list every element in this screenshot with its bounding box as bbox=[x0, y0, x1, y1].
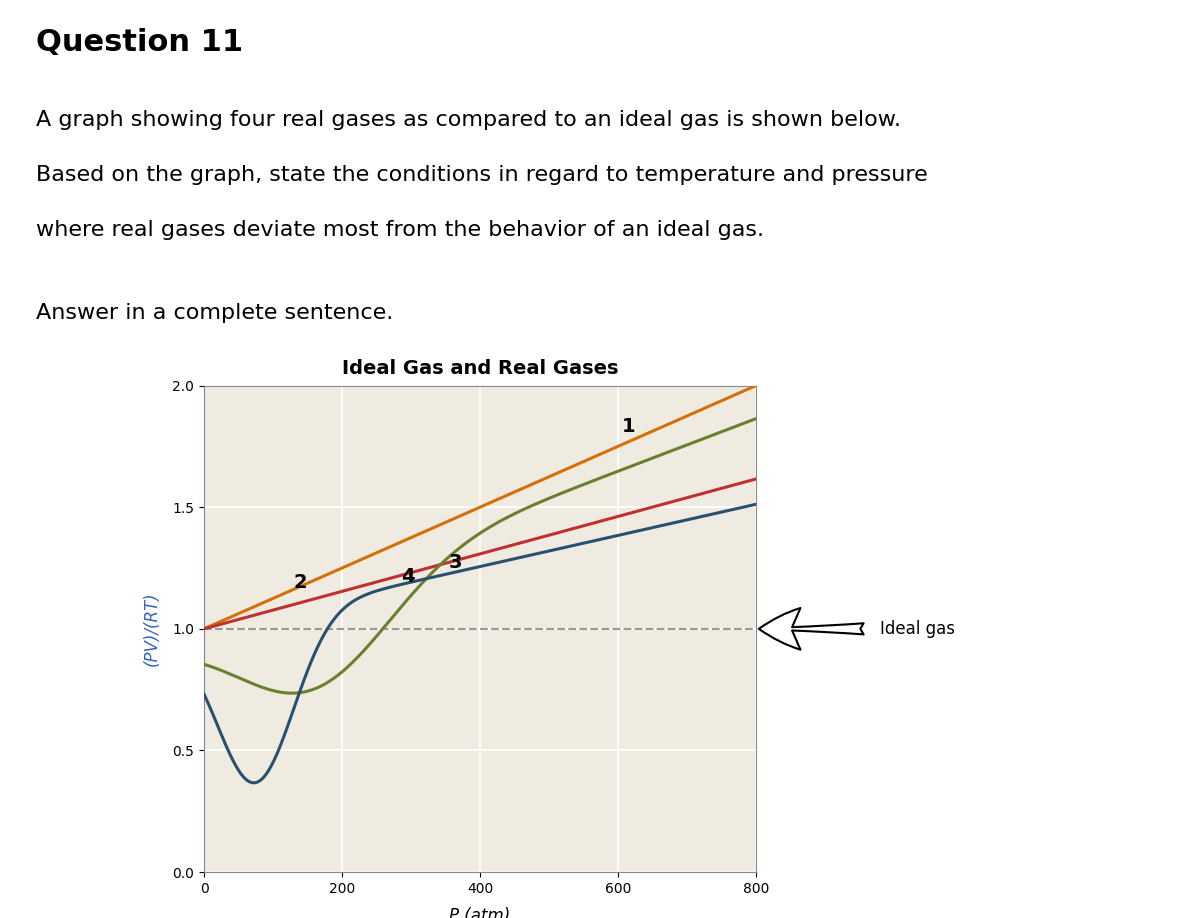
Text: 2: 2 bbox=[294, 573, 307, 592]
Text: Answer in a complete sentence.: Answer in a complete sentence. bbox=[36, 303, 394, 323]
X-axis label: P (atm): P (atm) bbox=[449, 907, 511, 918]
Text: A graph showing four real gases as compared to an ideal gas is shown below.: A graph showing four real gases as compa… bbox=[36, 110, 901, 130]
Text: Question 11: Question 11 bbox=[36, 28, 244, 57]
Text: 4: 4 bbox=[401, 566, 414, 586]
Text: Ideal gas: Ideal gas bbox=[881, 620, 955, 638]
Text: 3: 3 bbox=[449, 553, 463, 572]
Text: where real gases deviate most from the behavior of an ideal gas.: where real gases deviate most from the b… bbox=[36, 220, 764, 241]
Text: 1: 1 bbox=[622, 417, 635, 436]
Y-axis label: (PV)/(RT): (PV)/(RT) bbox=[143, 591, 161, 666]
Text: Based on the graph, state the conditions in regard to temperature and pressure: Based on the graph, state the conditions… bbox=[36, 165, 928, 185]
Title: Ideal Gas and Real Gases: Ideal Gas and Real Gases bbox=[342, 360, 618, 378]
